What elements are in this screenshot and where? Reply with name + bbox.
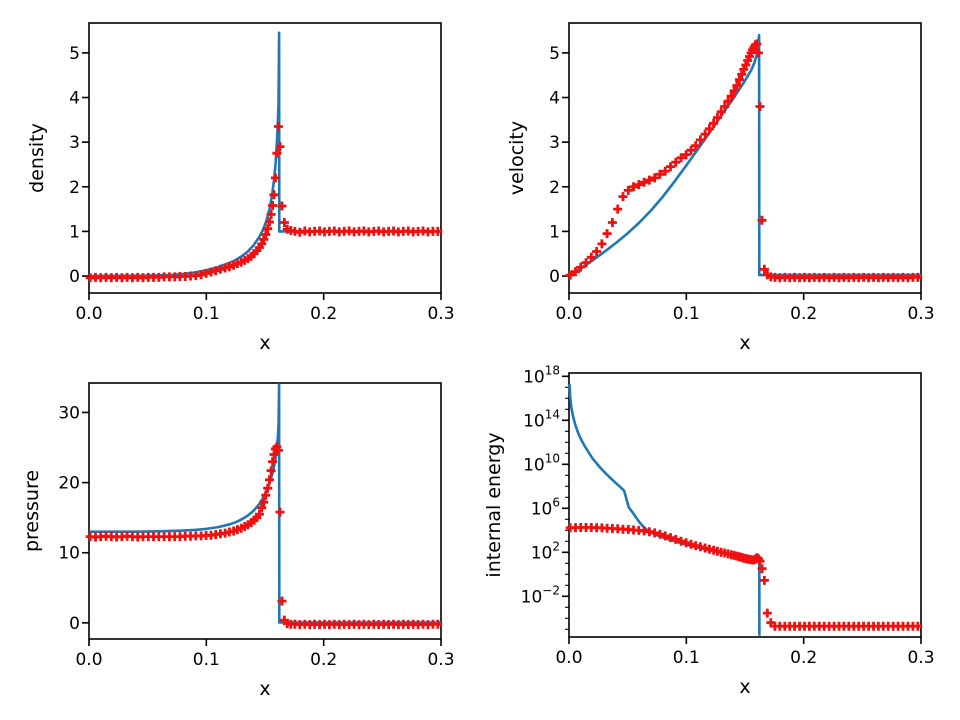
x-tick-label: 0.1 [193,304,220,324]
y-tick-label: 20 [58,474,80,494]
y-tick-label: 30 [58,403,80,423]
y-tick-label: 2 [549,178,560,198]
x-tick-label: 0.2 [310,304,337,324]
x-tick-label: 0.0 [555,648,582,668]
pressure-subplot: 0.0 0.1 0.2 0.3 0 10 20 30 x pressure [21,382,455,700]
x-tick-label: 0.3 [427,304,454,324]
y-tick-label: 102 [531,539,560,563]
y-tick-label: 10 [58,544,80,564]
x-tick-label: 0.0 [75,304,102,324]
y-tick-label: 0 [69,267,80,287]
density-analytic-line [88,31,441,278]
y-tick-label: 5 [549,44,560,64]
x-tick-label: 0.1 [673,648,700,668]
internal-energy-subplot: 0.0 0.1 0.2 0.3 10−2 102 106 1010 1014 1018 x inter… [483,363,935,698]
y-tick-label: 5 [69,44,80,64]
x-tick-label: 0.2 [790,648,817,668]
y-tick-label: 1 [69,222,80,242]
y-tick-label: 4 [69,89,80,109]
y-tick-label: 106 [531,495,560,519]
velocity-xaxis-title: x [739,332,750,354]
density-xaxis-title: x [259,332,270,354]
density-yaxis-title: density [26,123,48,193]
internal_energy-analytic-line [568,383,761,636]
internal_energy-axes-frame [568,372,922,638]
y-tick-label: 3 [69,133,80,153]
y-tick-label: 0 [549,267,560,287]
velocity-subplot: 0.0 0.1 0.2 0.3 0 1 2 3 4 5 x velocity [506,22,935,354]
pressure-yaxis-title: pressure [21,470,43,552]
y-tick-label: 1010 [523,451,560,475]
density-particle-markers [85,122,443,283]
pressure-analytic-line [89,383,441,624]
density-axes-frame [88,22,442,294]
x-tick-label: 0.3 [907,304,934,324]
y-tick-label: 4 [549,89,560,109]
pressure-xaxis-title: x [259,678,270,700]
pressure-particle-markers [85,442,443,630]
x-tick-label: 0.3 [907,648,934,668]
y-tick-label: 3 [549,133,560,153]
internal_energy-yaxis-title: internal energy [483,432,505,577]
x-tick-label: 0.1 [673,304,700,324]
internal_energy-particle-markers [565,523,923,631]
x-tick-label: 0.1 [193,650,220,670]
x-tick-label: 0.2 [790,304,817,324]
y-tick-label: 10−2 [521,583,560,607]
y-tick-label: 1 [549,222,560,242]
x-tick-label: 0.2 [310,650,337,670]
velocity-yaxis-title: velocity [506,121,528,195]
x-tick-label: 0.3 [427,650,454,670]
x-tick-label: 0.0 [75,650,102,670]
y-tick-label: 0 [69,614,80,634]
y-tick-label: 2 [69,178,80,198]
y-tick-label: 1018 [523,363,560,387]
y-tick-label: 1014 [523,407,560,431]
density-subplot: 0.0 0.1 0.2 0.3 0 1 2 3 4 5 x density [26,22,455,354]
velocity-particle-markers [565,39,923,283]
internal_energy-xaxis-title: x [739,676,750,698]
x-tick-label: 0.0 [555,304,582,324]
velocity-axes-frame [568,22,922,294]
pressure-axes-frame [88,382,442,640]
